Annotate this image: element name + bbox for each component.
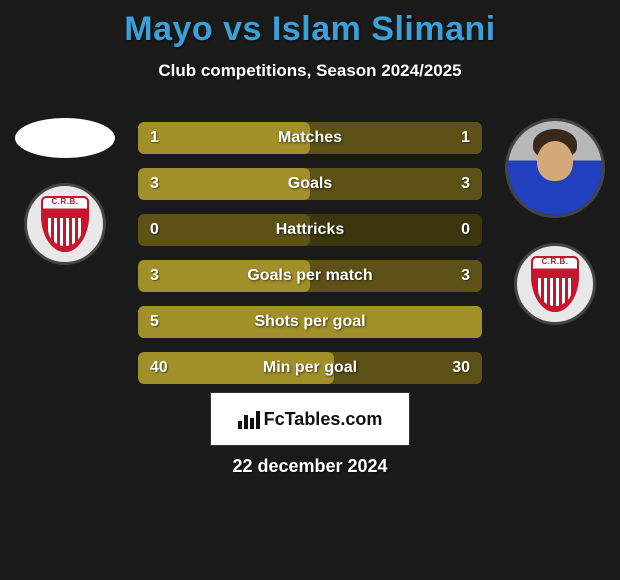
stat-right-value: 3 bbox=[310, 260, 482, 292]
stat-bar: 5Shots per goal bbox=[138, 306, 482, 338]
stat-right-value: 3 bbox=[310, 168, 482, 200]
player-photo-placeholder bbox=[508, 121, 602, 215]
stat-right-value: 1 bbox=[310, 122, 482, 154]
stat-bar: 4030Min per goal bbox=[138, 352, 482, 384]
crest-stripes-icon bbox=[538, 278, 572, 306]
date-text: 22 december 2024 bbox=[0, 456, 620, 477]
stat-left-value: 0 bbox=[138, 214, 310, 246]
player-right-avatar bbox=[505, 118, 605, 218]
page-title: Mayo vs Islam Slimani bbox=[0, 0, 620, 49]
stat-left-value: 3 bbox=[138, 260, 310, 292]
player-right-club-crest: C.R.B. bbox=[514, 243, 596, 325]
stat-right-value: 30 bbox=[334, 352, 482, 384]
infographic-root: Mayo vs Islam Slimani Club competitions,… bbox=[0, 0, 620, 580]
right-player-column: C.R.B. bbox=[500, 118, 610, 325]
crest-stripes-icon bbox=[48, 218, 82, 246]
crest-shield-icon: C.R.B. bbox=[41, 196, 89, 252]
player-left-club-crest: C.R.B. bbox=[24, 183, 106, 265]
crest-shield-icon: C.R.B. bbox=[531, 256, 579, 312]
stat-left-value: 5 bbox=[138, 306, 482, 338]
stats-bar-list: 11Matches 33Goals 00Hattricks 33Goals per m… bbox=[138, 122, 482, 384]
stat-left-value: 1 bbox=[138, 122, 310, 154]
player-left-avatar bbox=[15, 118, 115, 158]
branding-box: FcTables.com bbox=[210, 392, 410, 446]
branding-text: FcTables.com bbox=[264, 409, 383, 430]
stat-left-value: 40 bbox=[138, 352, 334, 384]
chart-bars-icon bbox=[238, 409, 260, 429]
stat-bar: 00Hattricks bbox=[138, 214, 482, 246]
stat-right-value: 0 bbox=[310, 214, 482, 246]
crest-initials: C.R.B. bbox=[542, 257, 569, 266]
stat-bar: 11Matches bbox=[138, 122, 482, 154]
crest-initials: C.R.B. bbox=[52, 197, 79, 206]
left-player-column: C.R.B. bbox=[10, 118, 120, 265]
stat-bar: 33Goals per match bbox=[138, 260, 482, 292]
stat-left-value: 3 bbox=[138, 168, 310, 200]
subtitle: Club competitions, Season 2024/2025 bbox=[0, 61, 620, 81]
stat-bar: 33Goals bbox=[138, 168, 482, 200]
